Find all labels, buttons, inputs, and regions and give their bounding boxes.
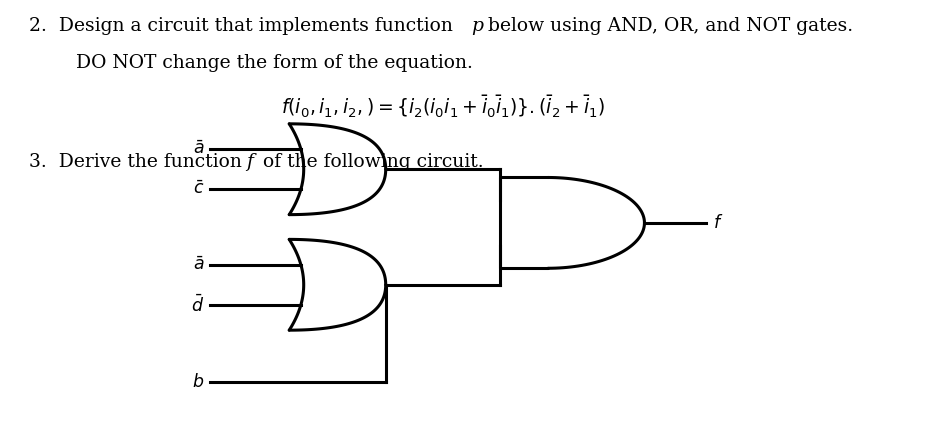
Text: $\bar{d}$: $\bar{d}$ [191,294,204,315]
Text: p: p [471,16,483,35]
Text: DO NOT change the form of the equation.: DO NOT change the form of the equation. [76,54,472,72]
Text: 2.  Design a circuit that implements function: 2. Design a circuit that implements func… [29,16,458,35]
Text: below using AND, OR, and NOT gates.: below using AND, OR, and NOT gates. [482,16,853,35]
Text: $\bar{c}$: $\bar{c}$ [193,181,204,198]
Text: $\bar{a}$: $\bar{a}$ [192,141,204,158]
Text: $\bar{a}$: $\bar{a}$ [192,256,204,274]
Text: of the following circuit.: of the following circuit. [256,153,483,171]
Text: $f$: $f$ [712,214,722,232]
Text: $b$: $b$ [192,373,204,391]
Text: 3.  Derive the function: 3. Derive the function [29,153,248,171]
Text: f: f [246,153,253,171]
Text: $f(i_0, i_1, i_2,) = \{i_2(i_0i_1 + \bar{i}_0\bar{i}_1)\}.(\bar{i}_2 + \bar{i}_1: $f(i_0, i_1, i_2,) = \{i_2(i_0i_1 + \bar… [280,93,604,119]
